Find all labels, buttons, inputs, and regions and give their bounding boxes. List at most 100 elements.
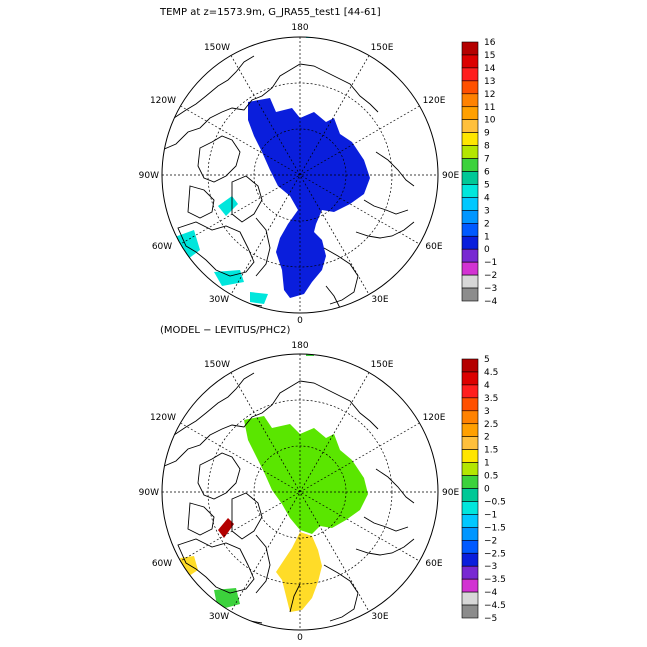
colorbar-swatch — [461, 132, 479, 146]
colorbar-tick-label: 12 — [484, 90, 495, 100]
colorbar-swatch — [461, 41, 479, 56]
colorbar-swatch — [461, 423, 479, 437]
colorbar-swatch — [461, 539, 479, 554]
colorbar-swatch — [461, 578, 479, 593]
colorbar-swatch — [461, 410, 479, 425]
colorbar-swatch — [461, 223, 479, 237]
colorbar-swatch — [461, 436, 479, 450]
colorbar-tick-label: 2.5 — [484, 420, 498, 430]
colorbar-swatch — [461, 552, 479, 567]
colorbar-tick-label: 1.5 — [484, 446, 498, 456]
lon-label-90w: 90W — [139, 171, 159, 181]
top-longitude-labels: 180 150W 150E 120W 120E 90W 90E 60W 60E … — [139, 23, 460, 326]
lon-label-0: 0 — [297, 633, 303, 643]
lon-label-150e: 150E — [371, 360, 394, 370]
bottom-longitude-labels: 180 150W 150E 120W 120E 90W 90E 60W 60E … — [139, 341, 460, 643]
colorbar-tick-label: 8 — [484, 142, 490, 152]
colorbar-swatch — [461, 514, 479, 528]
colorbar-tick-label: 3 — [484, 206, 490, 216]
colorbar-tick-label: −1 — [484, 510, 497, 520]
lon-label-60w: 60W — [152, 242, 172, 252]
colorbar-swatch — [461, 591, 479, 606]
colorbar-swatch — [461, 527, 479, 541]
colorbar-tick-label: 7 — [484, 155, 490, 165]
lon-label-0: 0 — [297, 316, 303, 326]
top-polar-map — [161, 36, 439, 314]
colorbar-tick-label: 5 — [484, 180, 490, 190]
lon-label-60e: 60E — [425, 242, 442, 252]
colorbar-swatch — [461, 565, 479, 580]
colorbar-tick-label: −0.5 — [484, 497, 506, 507]
colorbar-tick-label: 2 — [484, 219, 490, 229]
colorbar-tick-label: 4.5 — [484, 368, 498, 378]
colorbar-tick-label: −1 — [484, 258, 497, 268]
colorbar-tick-label: 1 — [484, 459, 490, 469]
colorbar-tick-label: 15 — [484, 51, 495, 61]
lon-label-90e: 90E — [442, 171, 459, 181]
colorbar-swatch — [461, 248, 479, 263]
lon-label-150w: 150W — [204, 360, 230, 370]
colorbar-swatch — [461, 197, 479, 211]
colorbar-tick-label: 16 — [484, 38, 496, 48]
colorbar-tick-label: 14 — [484, 64, 496, 74]
colorbar-tick-label: 1 — [484, 232, 490, 242]
colorbar-tick-label: 13 — [484, 77, 495, 87]
colorbar-tick-label: −5 — [484, 614, 497, 624]
colorbar-swatch — [461, 287, 479, 302]
colorbar-tick-label: 10 — [484, 116, 496, 126]
colorbar-swatch — [461, 371, 479, 386]
colorbar-tick-label: −3 — [484, 284, 497, 294]
colorbar-tick-label: 0.5 — [484, 472, 498, 482]
lon-label-90e: 90E — [442, 488, 459, 498]
bottom-field-region — [244, 416, 368, 534]
colorbar-tick-label: 4 — [484, 381, 490, 391]
colorbar-swatch — [461, 604, 479, 619]
bottom-colorbar: 5 4.5 4 3.5 3 2.5 2 1.5 1 0.5 0 −0.5 −1 −1.5 −2 −2.5 −3 −… — [461, 355, 506, 624]
colorbar-swatch — [461, 358, 479, 373]
lon-label-180: 180 — [291, 341, 308, 351]
colorbar-tick-label: −1.5 — [484, 523, 506, 533]
lon-label-30w: 30W — [209, 295, 229, 305]
lon-label-120w: 120W — [150, 96, 176, 106]
colorbar-tick-label: −4 — [484, 297, 498, 307]
colorbar-swatch — [461, 384, 479, 399]
bottom-warm-region — [276, 532, 322, 612]
lon-label-120e: 120E — [423, 413, 446, 423]
top-purple-patch — [188, 282, 206, 294]
colorbar-tick-label: 0 — [484, 245, 490, 255]
colorbar-swatch — [461, 93, 479, 108]
top-cyan-patch — [218, 196, 238, 216]
lon-label-90w: 90W — [139, 488, 159, 498]
colorbar-tick-label: 2 — [484, 433, 490, 443]
colorbar-swatch — [461, 274, 479, 289]
colorbar-swatch — [461, 119, 479, 133]
colorbar-swatch — [461, 171, 479, 185]
lon-label-30e: 30E — [371, 612, 388, 622]
colorbar-tick-label: 9 — [484, 129, 490, 139]
bottom-polar-map — [161, 353, 439, 631]
lon-label-30e: 30E — [371, 295, 388, 305]
colorbar-tick-label: −2.5 — [484, 549, 506, 559]
colorbar-swatch — [461, 106, 479, 120]
colorbar-tick-label: −3 — [484, 562, 497, 572]
lon-label-120e: 120E — [423, 96, 446, 106]
lon-label-150w: 150W — [204, 43, 230, 53]
colorbar-tick-label: −4 — [484, 588, 498, 598]
colorbar-tick-label: −4.5 — [484, 601, 506, 611]
colorbar-swatch — [461, 80, 479, 95]
lon-label-30w: 30W — [209, 612, 229, 622]
colorbar-swatch — [461, 184, 479, 198]
bottom-coastlines — [162, 372, 415, 624]
colorbar-tick-label: 4 — [484, 193, 490, 203]
colorbar-swatch — [461, 501, 479, 515]
colorbar-tick-label: 5 — [484, 355, 490, 365]
colorbar-tick-label: 3 — [484, 407, 490, 417]
colorbar-tick-label: −3.5 — [484, 575, 506, 585]
colorbar-swatch — [461, 397, 479, 412]
top-field-region — [248, 98, 370, 298]
colorbar-tick-label: 3.5 — [484, 394, 498, 404]
colorbar-swatch — [461, 67, 479, 82]
colorbar-tick-label: −2 — [484, 271, 497, 281]
